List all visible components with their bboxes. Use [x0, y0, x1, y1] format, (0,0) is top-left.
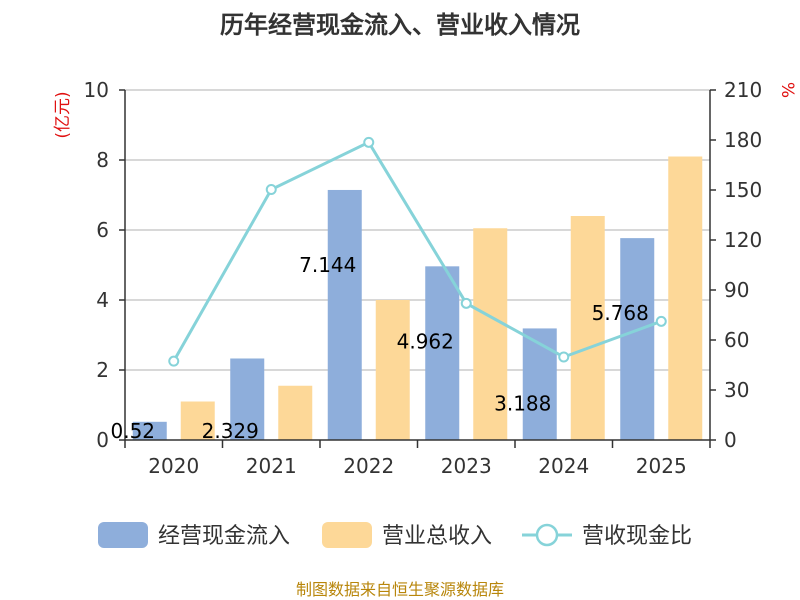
line-layer [168, 136, 667, 367]
left-axis-tick-label: 0 [96, 428, 109, 452]
bar-cash-inflow [620, 238, 655, 440]
source-note: 制图数据来自恒生聚源数据库 [296, 580, 504, 599]
grid-lines [125, 89, 710, 371]
bar-revenue [668, 156, 703, 440]
chart-title: 历年经营现金流入、营业收入情况 [220, 11, 580, 39]
x-axis-tick-label: 2023 [441, 454, 492, 478]
left-axis-tick-label: 6 [96, 218, 109, 242]
bar-data-label: 7.144 [299, 253, 356, 277]
bar-layer [132, 156, 703, 440]
bar-revenue [570, 216, 605, 440]
legend-label-ratio: 营收现金比 [582, 524, 692, 549]
bar-cash-inflow [327, 189, 362, 440]
right-axis-tick-label: 30 [724, 378, 749, 402]
right-axis-unit: % [777, 82, 797, 98]
bar-revenue [180, 401, 215, 440]
legend: 经营现金流入 营业总收入 营收现金比 [98, 522, 692, 549]
left-axis-tick-label: 8 [96, 148, 109, 172]
right-axis-tick-label: 60 [724, 328, 749, 352]
bar-revenue [473, 228, 508, 440]
bar-data-label: 0.52 [110, 419, 155, 443]
x-axis-tick-label: 2020 [148, 454, 199, 478]
right-axis-tick-label: 180 [724, 128, 762, 152]
legend-label-revenue: 营业总收入 [382, 524, 492, 549]
right-axis-tick-label: 150 [724, 178, 762, 202]
ratio-point [168, 355, 180, 367]
bar-revenue [278, 385, 313, 440]
bar-cash-inflow [132, 421, 167, 440]
right-axis-tick-label: 0 [724, 428, 737, 452]
ratio-point [363, 136, 375, 148]
legend-label-cash-inflow: 经营现金流入 [158, 524, 290, 549]
left-axis-tick-label: 4 [96, 288, 109, 312]
legend-marker-ratio [535, 523, 559, 547]
x-axis-tick-label: 2021 [246, 454, 297, 478]
bar-revenue [375, 300, 410, 440]
right-axis-tick-label: 210 [724, 78, 762, 102]
bar-data-label: 4.962 [397, 329, 454, 353]
bar-cash-inflow [230, 358, 265, 440]
ratio-point [558, 351, 570, 363]
left-axis-unit: (亿元) [53, 91, 73, 138]
x-axis-tick-label: 2024 [538, 454, 589, 478]
x-axis-tick-label: 2022 [343, 454, 394, 478]
bar-cash-inflow [425, 266, 460, 440]
ratio-line [172, 140, 662, 362]
legend-swatch-cash-inflow [98, 522, 148, 548]
ratio-point [265, 184, 277, 195]
right-axis-tick-label: 90 [724, 278, 749, 302]
bar-data-label: 2.329 [202, 419, 259, 443]
legend-swatch-revenue [322, 522, 372, 548]
axis-layer: 0 2 4 6 8 10 0 30 60 90 120 150 180 210 2020 2021 2022 20… [84, 78, 763, 478]
bar-data-label: 3.188 [494, 391, 551, 415]
bar-data-label: 5.768 [592, 301, 649, 325]
left-axis-tick-label: 10 [84, 78, 109, 102]
left-axis-tick-label: 2 [96, 358, 109, 382]
ratio-point [460, 297, 472, 309]
ratio-point [655, 315, 667, 327]
bar-cash-inflow [522, 328, 557, 440]
data-label-layer: 0.52 2.329 7.144 4.962 3.188 5.768 [110, 253, 648, 443]
x-axis-tick-label: 2025 [636, 454, 687, 478]
right-axis-tick-label: 120 [724, 228, 762, 252]
